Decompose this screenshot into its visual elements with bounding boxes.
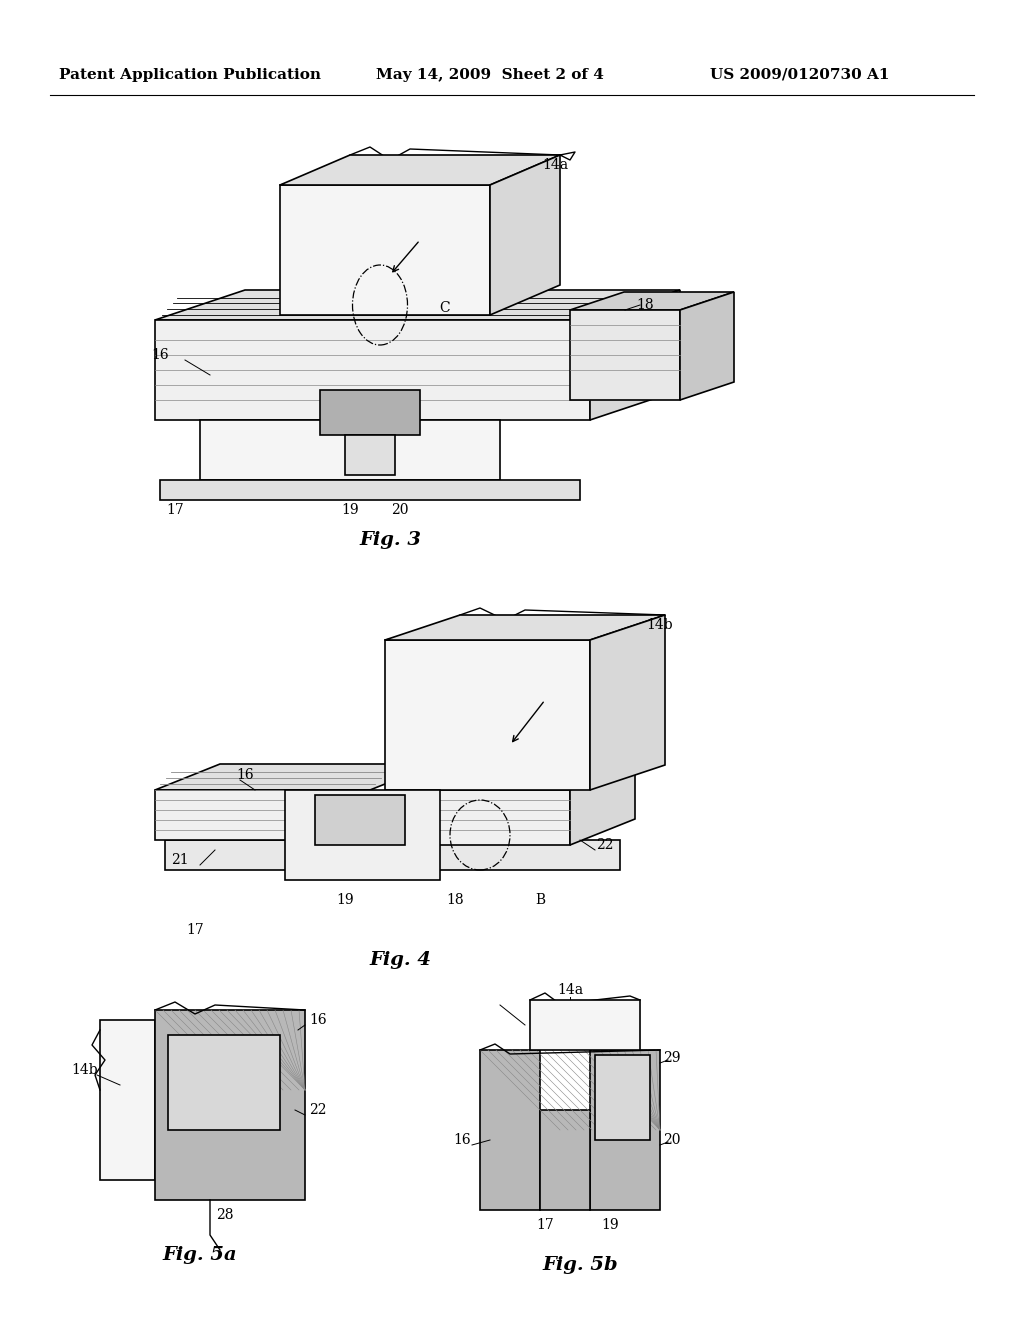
Polygon shape	[155, 290, 680, 319]
Text: US 2009/0120730 A1: US 2009/0120730 A1	[711, 69, 890, 82]
Polygon shape	[540, 1110, 590, 1210]
Text: 14a: 14a	[557, 983, 583, 997]
Text: May 14, 2009  Sheet 2 of 4: May 14, 2009 Sheet 2 of 4	[376, 69, 604, 82]
Text: 22: 22	[596, 838, 613, 851]
Polygon shape	[570, 764, 635, 845]
Text: 16: 16	[309, 1012, 327, 1027]
Text: 14b: 14b	[72, 1063, 98, 1077]
Polygon shape	[280, 185, 490, 315]
Text: Patent Application Publication: Patent Application Publication	[59, 69, 321, 82]
Text: 16: 16	[237, 768, 254, 781]
Text: 19: 19	[336, 894, 354, 907]
Polygon shape	[160, 480, 580, 500]
Text: 16: 16	[454, 1133, 471, 1147]
Text: 20: 20	[391, 503, 409, 517]
Text: 18: 18	[446, 894, 464, 907]
Polygon shape	[285, 789, 440, 880]
Polygon shape	[165, 840, 620, 870]
Text: 21: 21	[171, 853, 188, 867]
Polygon shape	[155, 319, 590, 420]
Text: Fig. 5b: Fig. 5b	[542, 1257, 617, 1274]
Polygon shape	[315, 795, 406, 845]
Polygon shape	[280, 154, 560, 185]
Text: 22: 22	[309, 1104, 327, 1117]
Text: Fig. 5a: Fig. 5a	[163, 1246, 238, 1265]
Text: C: C	[439, 301, 451, 315]
Polygon shape	[590, 1049, 660, 1210]
Polygon shape	[200, 420, 500, 480]
Polygon shape	[680, 292, 734, 400]
Text: 17: 17	[537, 1218, 554, 1232]
Polygon shape	[410, 764, 635, 789]
Polygon shape	[168, 1035, 280, 1130]
Polygon shape	[490, 154, 560, 315]
Text: 17: 17	[186, 923, 204, 937]
Polygon shape	[155, 764, 435, 789]
Polygon shape	[570, 292, 734, 310]
Text: 16: 16	[152, 348, 169, 362]
Polygon shape	[100, 1020, 155, 1180]
Text: 20: 20	[664, 1133, 681, 1147]
Text: 19: 19	[341, 503, 358, 517]
Polygon shape	[385, 640, 590, 789]
Text: 17: 17	[166, 503, 184, 517]
Polygon shape	[590, 290, 680, 420]
Text: Fig. 4: Fig. 4	[369, 950, 431, 969]
Text: Fig. 3: Fig. 3	[359, 531, 421, 549]
Text: 14a: 14a	[542, 158, 568, 172]
Polygon shape	[319, 389, 420, 436]
Polygon shape	[590, 615, 665, 789]
Polygon shape	[155, 789, 370, 840]
Text: 18: 18	[636, 298, 653, 312]
Polygon shape	[480, 1049, 540, 1210]
Polygon shape	[155, 1010, 305, 1200]
Text: B: B	[535, 894, 545, 907]
Text: 14b: 14b	[647, 618, 674, 632]
Text: 28: 28	[216, 1208, 233, 1222]
Polygon shape	[595, 1055, 650, 1140]
Text: 29: 29	[664, 1051, 681, 1065]
Polygon shape	[345, 436, 395, 475]
Text: 19: 19	[601, 1218, 618, 1232]
Polygon shape	[570, 310, 680, 400]
Polygon shape	[530, 1001, 640, 1049]
Polygon shape	[410, 789, 570, 845]
Polygon shape	[385, 615, 665, 640]
